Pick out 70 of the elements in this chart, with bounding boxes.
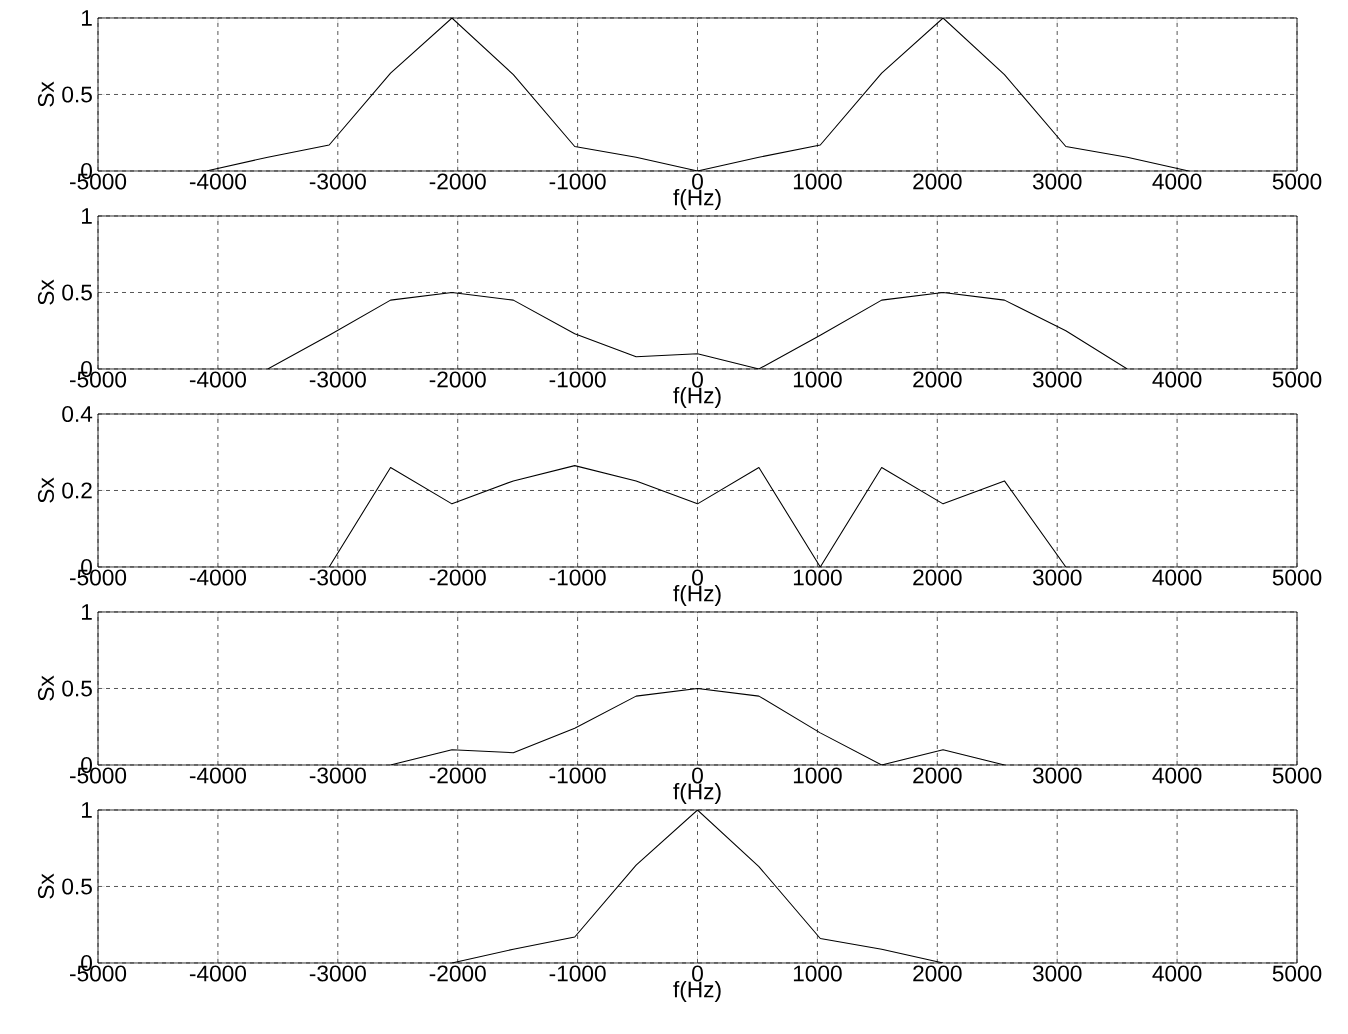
x-tick-label: -1000 [549,173,606,190]
y-tick-label: 0.5 [62,284,92,301]
y-axis-title: Sx [37,477,54,503]
x-tick-label: 4000 [1152,767,1202,784]
x-tick-label: 2000 [913,371,962,388]
x-tick-label: 3000 [1032,767,1082,784]
x-tick-label: 3000 [1032,569,1082,586]
y-axis-title: Sx [37,873,54,899]
x-tick-label: -1000 [549,767,606,784]
x-tick-label: -4000 [189,767,247,784]
x-tick-label: 0 [692,173,703,190]
x-tick-label: -2000 [429,767,486,784]
x-tick-label: -3000 [309,371,366,388]
x-tick-label: -2000 [429,173,486,190]
y-tick-label: 1 [81,10,92,26]
x-tick-label: 0 [692,371,703,388]
y-axis-title: Sx [37,81,54,107]
x-tick-label: 2000 [913,965,962,982]
x-tick-label: 4000 [1152,569,1202,586]
x-tick-label: 5000 [1272,767,1322,784]
x-tick-label: 3000 [1032,965,1082,982]
x-tick-label: 3000 [1032,371,1082,388]
x-tick-label: -3000 [309,965,366,982]
x-axis-title: f(Hz) [673,188,721,210]
x-tick-label: 0 [692,767,703,784]
x-tick-label: -4000 [189,569,247,586]
x-tick-label: 4000 [1152,173,1202,190]
x-tick-label: -3000 [309,569,366,586]
y-tick-label: 0.5 [62,680,92,697]
x-tick-label: 0 [692,965,703,982]
x-tick-label: 5000 [1272,173,1322,190]
y-tick-label: 0.5 [62,86,92,103]
x-axis-title: f(Hz) [673,782,721,805]
y-axis-title: Sx [37,675,54,701]
x-tick-label: -2000 [429,569,486,586]
y-tick-label: 0.2 [62,482,92,499]
x-tick-label: -3000 [309,767,366,784]
x-tick-label: 0 [692,569,703,586]
x-axis-title: f(Hz) [673,386,721,408]
x-tick-label: 1000 [793,767,842,784]
x-tick-label: -4000 [189,965,247,982]
x-tick-label: -3000 [309,173,366,190]
x-tick-label: 5000 [1272,569,1322,586]
x-tick-label: 5000 [1272,371,1322,388]
x-tick-label: -2000 [429,965,486,982]
x-tick-label: 1000 [793,371,842,388]
x-tick-label: 2000 [913,569,962,586]
x-tick-label: 1000 [793,965,842,982]
x-tick-label: 5000 [1272,965,1322,982]
x-tick-label: -1000 [549,371,606,388]
x-tick-label: 4000 [1152,965,1202,982]
y-axis-title: Sx [37,279,54,305]
y-tick-label: 0.4 [62,405,93,423]
x-tick-label: -2000 [429,371,486,388]
x-tick-label: 1000 [793,569,842,586]
x-tick-label: -1000 [549,569,606,586]
x-tick-label: -1000 [549,965,606,982]
x-tick-label: -4000 [189,371,247,388]
x-tick-label: 2000 [913,173,962,190]
y-tick-label: 1 [81,802,92,818]
y-tick-label: 1 [81,208,92,224]
x-tick-label: -4000 [189,173,247,190]
x-axis-title: f(Hz) [673,584,721,607]
x-tick-label: 1000 [793,173,842,190]
x-tick-label: 3000 [1032,173,1082,190]
x-tick-label: 4000 [1152,371,1202,388]
y-tick-label: 1 [81,604,92,620]
y-tick-label: 0.5 [62,878,92,895]
x-tick-label: 2000 [913,767,962,784]
x-axis-title: f(Hz) [673,980,721,1003]
